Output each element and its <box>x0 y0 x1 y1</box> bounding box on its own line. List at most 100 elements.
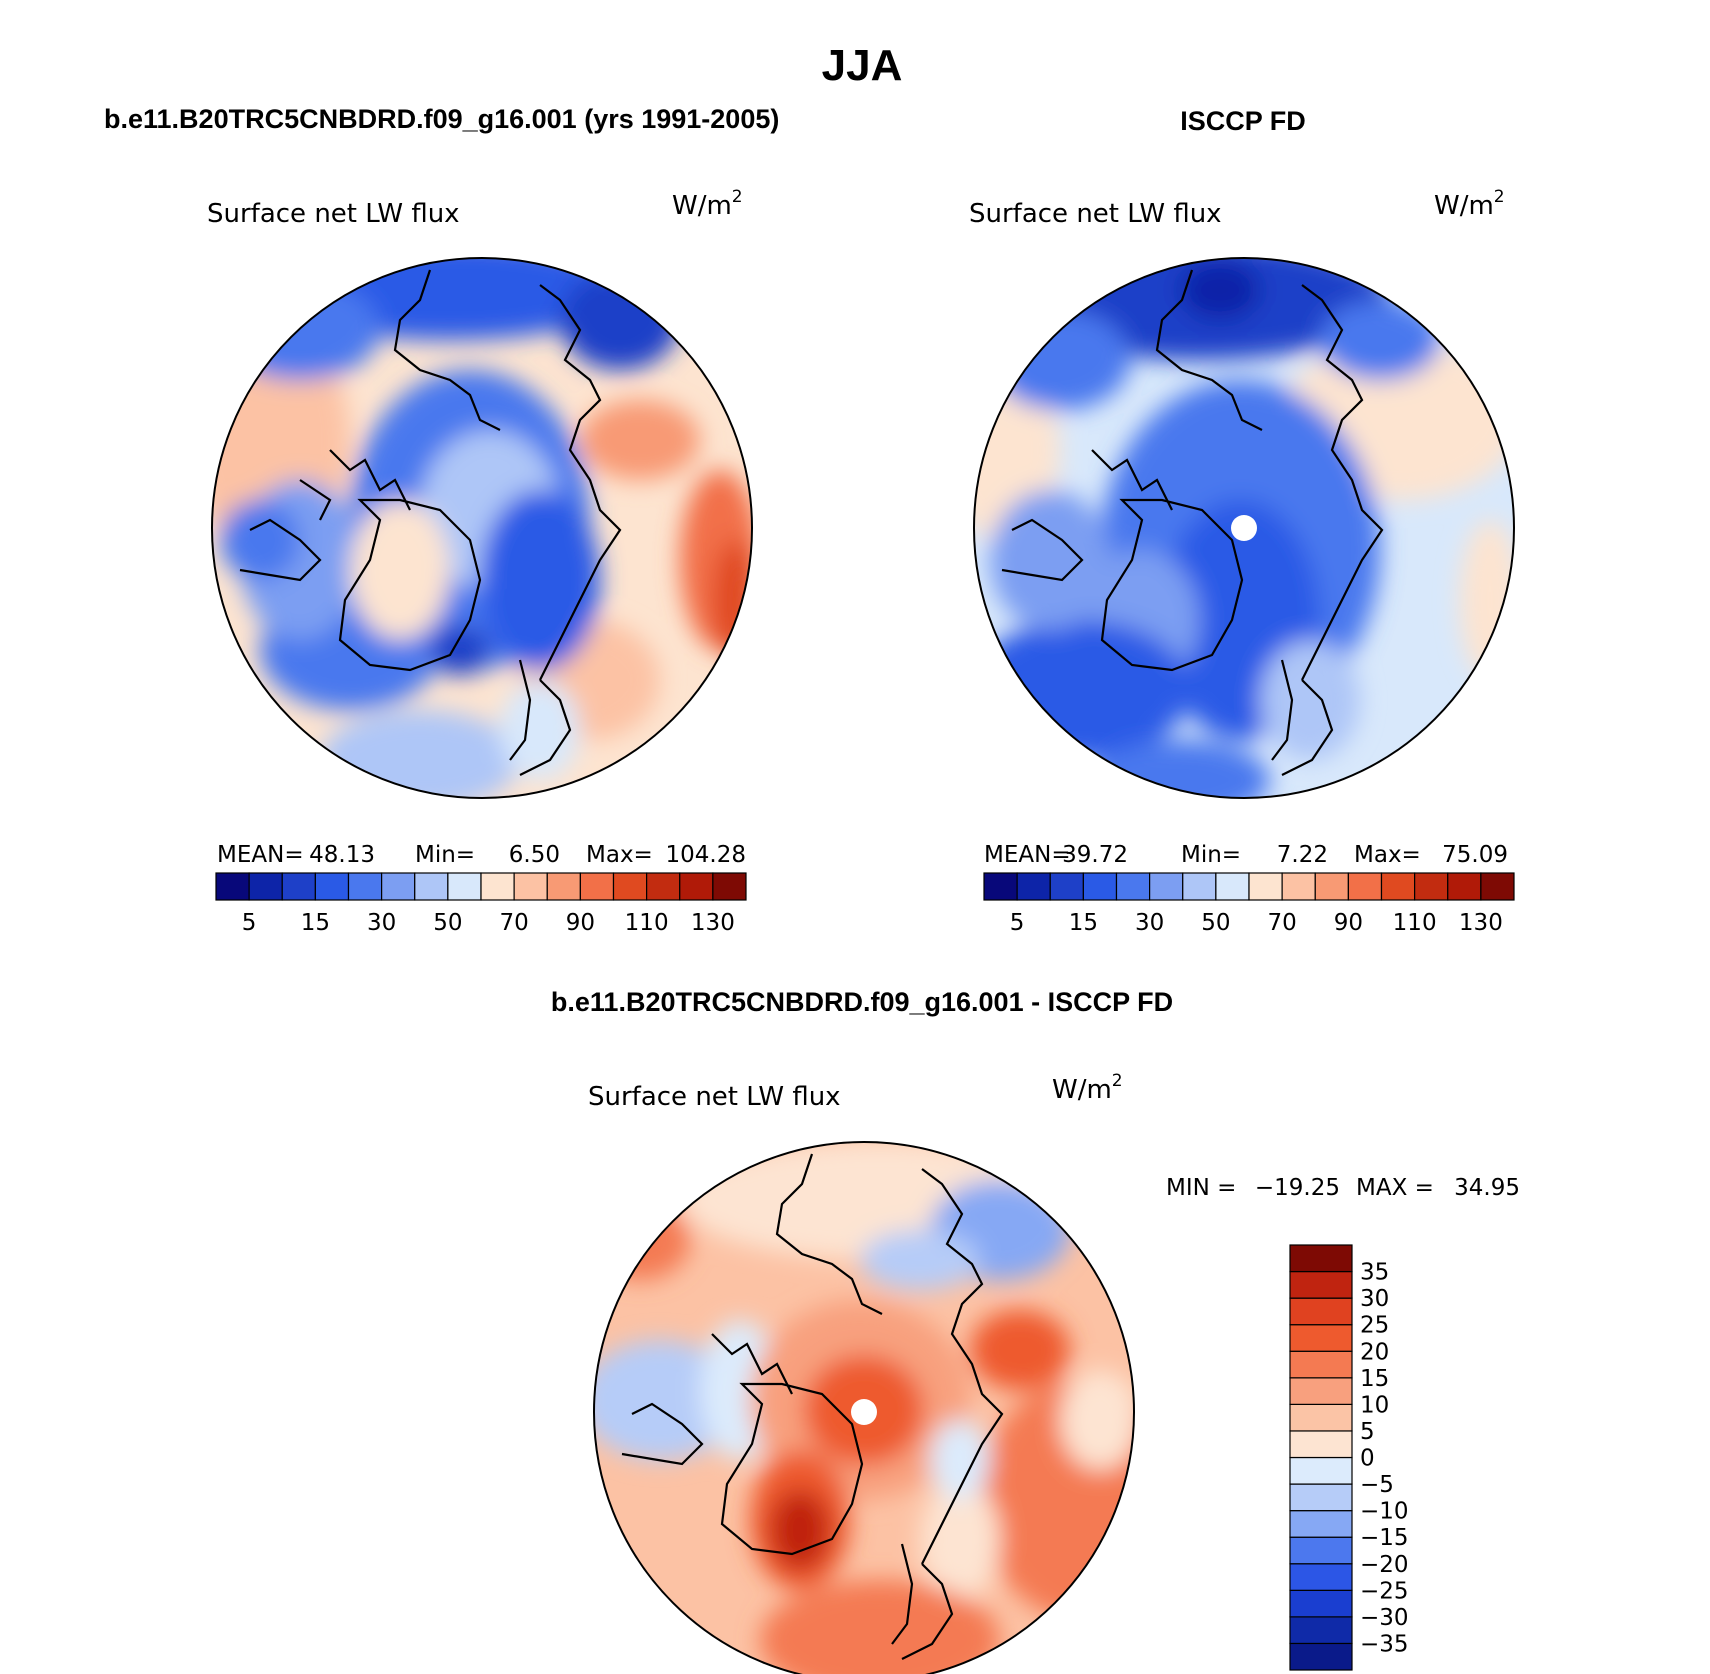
panel-right-title: ISCCP FD <box>1180 106 1306 136</box>
left-min-value: 6.50 <box>509 842 560 868</box>
colorbar-diff-tick-label: 15 <box>1360 1366 1389 1392</box>
panel-bottom-title: b.e11.B20TRC5CNBDRD.f09_g16.001 - ISCCP … <box>551 987 1173 1017</box>
colorbar-left-tick-label: 50 <box>433 910 462 936</box>
colorbar-left-box <box>679 872 714 901</box>
colorbar-right: 5 15 30 50 70 90 110 130 <box>983 872 1515 936</box>
map-right <box>973 257 1515 799</box>
colorbar-diff-tick-label: 35 <box>1360 1260 1389 1286</box>
colorbar-diff-box <box>1289 1483 1353 1512</box>
colorbar-diff-box <box>1289 1350 1353 1379</box>
colorbar-left-box <box>347 872 383 901</box>
left-stats: MEAN= 48.13 Min= 6.50 Max= 104.28 <box>217 842 746 868</box>
figure-title: JJA <box>822 41 903 90</box>
right-max-label: Max= <box>1354 842 1421 868</box>
colorbar-right-box <box>1347 872 1383 901</box>
colorbar-right-tick-label: 15 <box>1069 910 1098 936</box>
colorbar-diff-tick-label: 0 <box>1360 1446 1375 1472</box>
colorbar-diff-box <box>1289 1270 1353 1299</box>
map-right-polar-hole <box>1231 515 1257 541</box>
colorbar-right-tick-label: 130 <box>1459 910 1503 936</box>
diff-units-label: W/m2 <box>1052 1071 1123 1105</box>
right-mean-value: 39.72 <box>1062 842 1128 868</box>
diff-min-value: −19.25 <box>1255 1175 1340 1201</box>
colorbar-right-tick-label: 5 <box>1010 910 1025 936</box>
colorbar-diff-tick-label: −35 <box>1360 1631 1409 1657</box>
colorbar-left-box <box>546 872 581 901</box>
colorbar-diff-tick-label: −5 <box>1360 1472 1394 1498</box>
left-units-label: W/m2 <box>672 187 743 221</box>
colorbar-diff-tick-label: 25 <box>1360 1313 1389 1339</box>
colorbar-diff-box <box>1289 1324 1353 1352</box>
colorbar-left-box <box>215 872 250 901</box>
right-min-label: Min= <box>1181 842 1241 868</box>
colorbar-left-box <box>612 872 648 901</box>
diff-variable-label: Surface net LW flux <box>588 1082 841 1112</box>
colorbar-right-box <box>1182 872 1217 901</box>
colorbar-diff-box <box>1289 1589 1353 1618</box>
colorbar-diff-box <box>1289 1403 1353 1432</box>
diff-min-label: MIN = <box>1166 1175 1236 1201</box>
colorbar-diff-box <box>1289 1297 1353 1326</box>
colorbar-left-tick-label: 130 <box>691 910 735 936</box>
colorbar-left-tick-label: 15 <box>301 910 330 936</box>
colorbar-right-box <box>1447 872 1482 901</box>
right-stats: MEAN= 39.72 Min= 7.22 Max= 75.09 <box>984 842 1508 868</box>
colorbar-right-tick-label: 110 <box>1393 910 1437 936</box>
colorbar-left-box <box>513 872 548 901</box>
left-max-label: Max= <box>586 842 653 868</box>
colorbar-diff-tick-label: −30 <box>1360 1605 1409 1631</box>
colorbar-left-tick-label: 110 <box>625 910 669 936</box>
diff-max-value: 34.95 <box>1454 1175 1520 1201</box>
colorbar-left-tick-label: 30 <box>367 910 396 936</box>
left-max-value: 104.28 <box>666 842 746 868</box>
colorbar-left-tick-label: 70 <box>499 910 528 936</box>
diff-stats: MIN = −19.25 MAX = 34.95 <box>1166 1175 1520 1201</box>
colorbar-diff-tick-label: −10 <box>1360 1499 1409 1525</box>
colorbar-diff-box <box>1289 1430 1353 1459</box>
map-left-coastlines <box>239 269 622 776</box>
diff-max-label: MAX = <box>1356 1175 1434 1201</box>
colorbar-diff-box <box>1289 1377 1353 1405</box>
colorbar-right-box <box>1082 872 1118 901</box>
colorbar-right-box <box>1149 872 1184 901</box>
left-variable-label: Surface net LW flux <box>207 199 460 229</box>
map-diff-outline <box>593 1141 1135 1674</box>
map-right-coastlines <box>1001 269 1384 776</box>
colorbar-left-box <box>248 872 283 901</box>
right-min-value: 7.22 <box>1277 842 1328 868</box>
colorbar-right-box <box>1215 872 1250 901</box>
colorbar-right-tick-label: 50 <box>1201 910 1230 936</box>
colorbar-left-tick-label: 90 <box>566 910 595 936</box>
map-diff <box>593 1141 1135 1674</box>
colorbar-diff-box <box>1289 1616 1353 1645</box>
colorbar-diff-box <box>1289 1536 1353 1565</box>
right-units-label: W/m2 <box>1434 187 1505 221</box>
colorbar-diff-tick-label: 30 <box>1360 1286 1389 1312</box>
colorbar-right-box <box>1480 872 1515 901</box>
left-min-label: Min= <box>415 842 475 868</box>
colorbar-diff-tick-label: −15 <box>1360 1525 1409 1551</box>
colorbar-right-tick-label: 30 <box>1135 910 1164 936</box>
colorbar-diff-box <box>1289 1642 1353 1671</box>
colorbar-diff-box <box>1289 1456 1353 1485</box>
colorbar-left-box <box>579 872 615 901</box>
left-mean-value: 48.13 <box>309 842 375 868</box>
colorbar-right-box <box>1115 872 1151 901</box>
panel-left-title: b.e11.B20TRC5CNBDRD.f09_g16.001 (yrs 199… <box>104 104 779 134</box>
colorbar-left-box <box>447 872 482 901</box>
map-diff-polar-hole <box>851 1399 877 1425</box>
colorbar-left-box <box>646 872 681 901</box>
colorbar-right-box <box>1414 872 1449 901</box>
colorbar-right-box <box>1281 872 1316 901</box>
colorbar-right-box <box>983 872 1018 901</box>
colorbar-left-tick-label: 5 <box>242 910 257 936</box>
colorbar-diff-box <box>1289 1244 1353 1273</box>
colorbar-right-box <box>1380 872 1416 901</box>
colorbar-diff-tick-label: 5 <box>1360 1419 1375 1445</box>
right-variable-label: Surface net LW flux <box>969 199 1222 229</box>
colorbar-left-box <box>281 872 316 901</box>
colorbar-diff-tick-label: 10 <box>1360 1392 1389 1418</box>
map-right-outline <box>973 257 1515 799</box>
colorbar-diff-box <box>1289 1510 1353 1538</box>
